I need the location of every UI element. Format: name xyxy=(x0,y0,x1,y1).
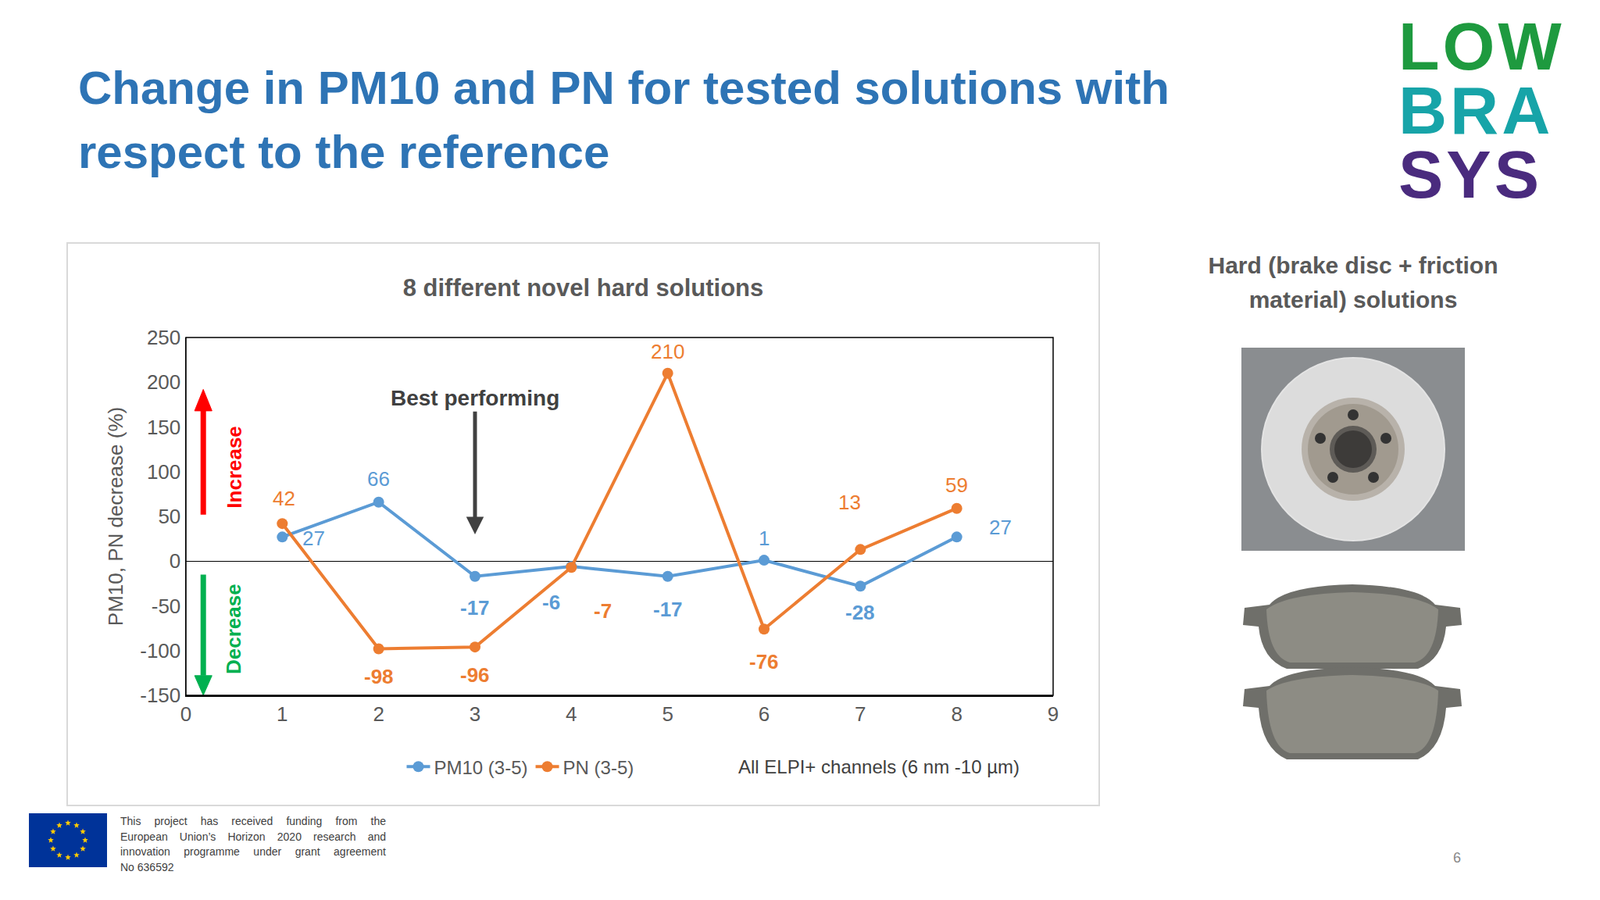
svg-text:-100: -100 xyxy=(139,639,181,663)
svg-text:0: 0 xyxy=(169,549,181,573)
svg-text:1: 1 xyxy=(758,526,770,550)
svg-text:13: 13 xyxy=(838,490,861,515)
svg-text:200: 200 xyxy=(146,370,181,394)
svg-text:-17: -17 xyxy=(653,597,683,622)
svg-text:8 different novel hard solutio: 8 different novel hard solutions xyxy=(403,274,765,302)
svg-text:PN (3-5): PN (3-5) xyxy=(563,757,635,779)
svg-text:8: 8 xyxy=(950,702,962,726)
html-text:6: 6 xyxy=(1453,850,1461,866)
svg-text:2: 2 xyxy=(372,702,384,726)
html-text:respect to the reference: respect to the reference xyxy=(78,125,610,179)
svg-text:1: 1 xyxy=(276,702,288,726)
svg-text:-150: -150 xyxy=(139,683,181,708)
svg-text:Best performing: Best performing xyxy=(390,385,560,411)
svg-text:-7: -7 xyxy=(593,599,612,623)
html-text:LOW: LOW xyxy=(1398,8,1565,84)
svg-text:150: 150 xyxy=(146,415,181,440)
svg-text:7: 7 xyxy=(854,702,866,726)
html-text:BRA: BRA xyxy=(1398,72,1554,148)
html-text:European Union’s Horizon 2020: European Union’s Horizon 2020 research a… xyxy=(120,830,386,843)
svg-text:5: 5 xyxy=(661,702,673,726)
svg-text:250: 250 xyxy=(146,325,181,350)
svg-text:-28: -28 xyxy=(845,600,875,625)
svg-text:-50: -50 xyxy=(151,594,182,618)
svg-text:All ELPI+ channels (6 nm -10 µ: All ELPI+ channels (6 nm -10 µm) xyxy=(738,756,1020,778)
svg-text:-6: -6 xyxy=(542,590,561,615)
html-text:SYS: SYS xyxy=(1398,136,1543,212)
svg-text:4: 4 xyxy=(565,702,577,726)
svg-text:50: 50 xyxy=(157,504,181,529)
svg-text:Increase: Increase xyxy=(222,425,247,509)
html-text:Hard (brake disc + friction ma: Hard (brake disc + friction material) so… xyxy=(1208,252,1499,313)
svg-text:Decrease: Decrease xyxy=(221,583,246,675)
svg-text:3: 3 xyxy=(469,702,481,726)
svg-text:59: 59 xyxy=(945,473,968,497)
svg-text:-98: -98 xyxy=(364,664,394,689)
svg-text:-96: -96 xyxy=(460,663,490,687)
svg-text:-76: -76 xyxy=(749,650,779,674)
svg-text:27: 27 xyxy=(302,526,325,550)
svg-text:27: 27 xyxy=(989,515,1012,540)
html-text:innovation programme under gra: innovation programme under grant agreeme… xyxy=(120,845,386,858)
html-text:No 636592: No 636592 xyxy=(120,860,174,874)
svg-text:PM10 (3-5): PM10 (3-5) xyxy=(434,757,529,779)
html-text:Change in PM10 and PN for test: Change in PM10 and PN for tested solutio… xyxy=(78,61,1170,115)
svg-text:42: 42 xyxy=(272,486,296,511)
html-text:This project has received fund: This project has received funding from t… xyxy=(120,814,386,828)
svg-text:9: 9 xyxy=(1047,702,1059,726)
svg-text:PM10, PN decrease (%): PM10, PN decrease (%) xyxy=(103,407,128,626)
svg-text:6: 6 xyxy=(758,702,770,726)
svg-text:66: 66 xyxy=(367,467,390,491)
svg-text:0: 0 xyxy=(180,702,192,726)
svg-text:-17: -17 xyxy=(460,596,490,620)
svg-text:210: 210 xyxy=(650,339,685,364)
svg-text:100: 100 xyxy=(146,460,181,484)
